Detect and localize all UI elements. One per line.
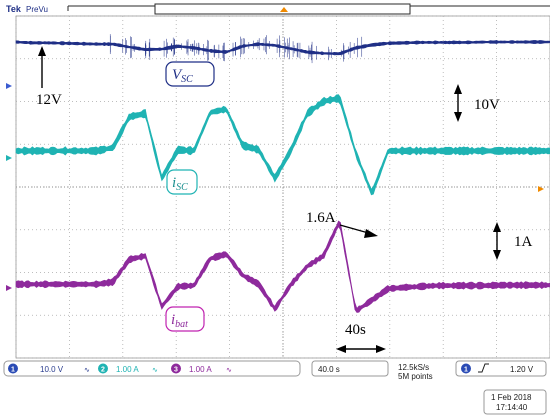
ch3-scale-readout[interactable]: 3 1.00 A ∿ [171, 363, 232, 375]
voltage-scale-annotation: 10V [454, 84, 500, 122]
vsc-label: VSC [165, 61, 215, 87]
peak-annotation: 1.6A [306, 210, 378, 238]
svg-text:1: 1 [464, 367, 468, 374]
ch2-scale-readout[interactable]: 2 1.00 A ∿ [98, 363, 158, 375]
start-voltage-annotation: 12V [36, 46, 62, 108]
date-readout: 1 Feb 2018 [491, 393, 532, 402]
isc-label: iSC [166, 169, 198, 195]
svg-text:iSC: iSC [172, 175, 188, 193]
ch1-scale-value: 10.0 V [40, 365, 64, 374]
current-scale-label: 1A [514, 234, 533, 250]
peak-label: 1.6A [306, 210, 336, 226]
brand-label: Tek [6, 4, 22, 14]
ibat-label: ibat [165, 306, 205, 332]
status-bar: 1 10.0 V ∿ 2 1.00 A ∿ 3 1.00 A ∿ 40.0 s … [3, 360, 547, 415]
svg-text:ibat: ibat [171, 312, 188, 330]
ch2-scale-value: 1.00 A [116, 365, 139, 374]
svg-text:VSC: VSC [172, 67, 193, 85]
ch1-ground-marker [6, 83, 12, 89]
timebase-readout[interactable]: 40.0 s [318, 365, 340, 374]
bandwidth-icon: ∿ [226, 367, 232, 374]
svg-text:1: 1 [11, 367, 15, 374]
voltage-scale-label: 10V [474, 97, 500, 113]
trigger-level-value: 1.20 V [510, 365, 534, 374]
bandwidth-icon: ∿ [84, 367, 90, 374]
trace-i-sc [15, 94, 550, 196]
waveform-traces [15, 34, 550, 313]
trigger-position-icon [280, 7, 288, 12]
ch2-ground-marker [6, 155, 12, 161]
trace-band [15, 94, 550, 196]
record-length-readout: 5M points [398, 372, 433, 381]
ch1-scale-readout[interactable]: 1 10.0 V ∿ [8, 363, 90, 375]
sample-rate-readout: 12.5kS/s [398, 363, 429, 372]
time-span-annotation: 40s [336, 322, 386, 353]
rising-edge-icon [478, 363, 489, 373]
current-scale-annotation: 1A [493, 222, 533, 260]
graticule-center-axes [16, 16, 550, 358]
svg-text:3: 3 [174, 367, 178, 374]
ch3-ground-marker [6, 285, 12, 291]
time-readout: 17:14:40 [496, 403, 528, 412]
trace-band [15, 220, 550, 313]
mode-label: PreVu [26, 5, 48, 14]
trigger-readout[interactable]: 1 1.20 V [461, 363, 534, 375]
svg-text:2: 2 [101, 367, 105, 374]
trace-i-bat [15, 220, 550, 313]
bandwidth-icon: ∿ [152, 367, 158, 374]
start-voltage-label: 12V [36, 92, 62, 108]
graticule [15, 15, 550, 359]
trace-v-sc [15, 34, 550, 64]
trigger-level-icon [538, 186, 544, 192]
ch3-scale-value: 1.00 A [189, 365, 212, 374]
time-span-label: 40s [345, 322, 366, 338]
